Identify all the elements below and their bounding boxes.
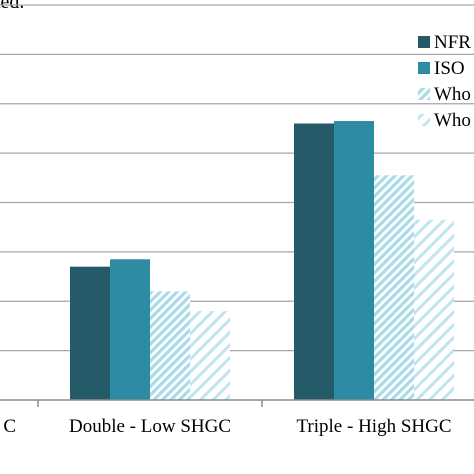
legend-label: NFR xyxy=(434,32,471,53)
bars xyxy=(70,121,454,400)
bar-who-1 xyxy=(190,311,230,400)
legend-label: ISO xyxy=(434,58,465,79)
legend-label: Who xyxy=(434,84,471,105)
bar-who-1 xyxy=(150,291,190,400)
x-tick-labels: C Double - Low SHGC Triple - High SHGC xyxy=(3,416,451,437)
x-tick-label: C xyxy=(3,416,16,437)
bar-nfr-2 xyxy=(294,123,334,400)
bar-who-2 xyxy=(414,219,454,400)
bar-nfr-1 xyxy=(70,266,110,400)
x-tick-label: Triple - High SHGC xyxy=(296,416,451,437)
bar-iso-2 xyxy=(334,121,374,400)
legend-swatch xyxy=(418,88,430,100)
legend: NFR ISO Who Who xyxy=(418,32,471,131)
legend-label: Who xyxy=(434,110,471,131)
legend-swatch xyxy=(418,36,430,48)
caption-fragment: ted. xyxy=(0,0,24,13)
x-axis xyxy=(0,399,474,407)
legend-swatch xyxy=(418,62,430,74)
bar-iso-1 xyxy=(110,259,150,400)
legend-swatch xyxy=(418,114,430,126)
x-tick-label: Double - Low SHGC xyxy=(69,416,231,437)
bar-who-2 xyxy=(374,175,414,400)
